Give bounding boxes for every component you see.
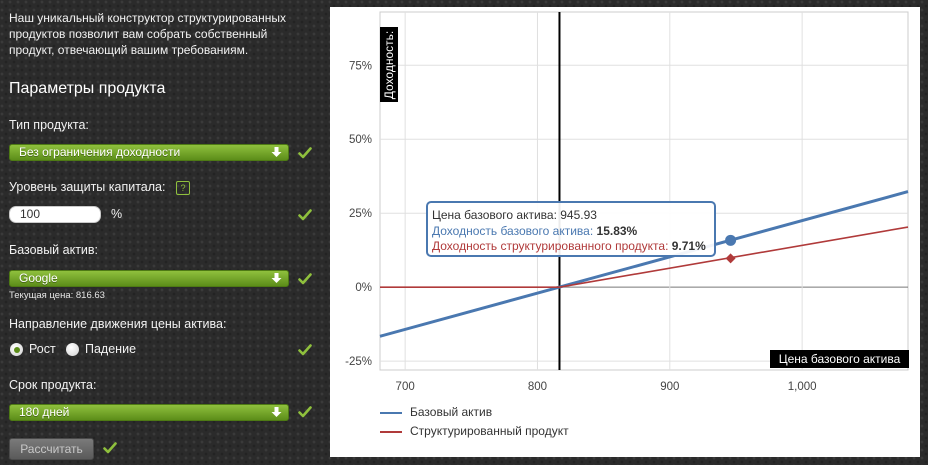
point-marker-base (725, 234, 737, 246)
term-value: 180 дней (19, 405, 70, 419)
y-tick-label: -25% (345, 356, 372, 368)
radio-growth-label: Рост (29, 342, 56, 356)
product-type-value: Без ограничения доходности (19, 145, 181, 159)
check-icon (298, 405, 312, 419)
calculate-button[interactable]: Рассчитать (9, 438, 94, 460)
x-tick-label: 700 (396, 381, 415, 393)
legend-swatch-product (380, 431, 402, 433)
section-title: Параметры продукта (9, 80, 166, 97)
plot-border (379, 11, 909, 371)
radio-growth[interactable] (10, 343, 23, 356)
x-tick-label: 1,000 (788, 381, 817, 393)
intro-text: Наш уникальный конструктор структурирова… (9, 11, 286, 57)
check-icon (298, 146, 312, 160)
check-icon (298, 208, 312, 222)
term-label: Срок продукта: (9, 378, 97, 392)
direction-label: Направление движения цены актива: (9, 317, 227, 331)
check-icon (298, 272, 312, 286)
check-icon (103, 441, 117, 455)
protection-label: Уровень защиты капитала: (9, 180, 166, 194)
product-type-label: Тип продукта: (9, 118, 89, 132)
y-tick-label: 0% (355, 282, 372, 294)
tooltip-price: Цена базового актива: 945.93 (432, 208, 597, 222)
series-line-base (379, 190, 909, 338)
asset-select[interactable]: Google (9, 270, 289, 287)
payoff-chart: 75% 50% 25% 0% -25% 700 800 900 1,000 (345, 11, 909, 393)
y-axis-title-text: Доходность: (382, 30, 396, 99)
legend-swatch-base (380, 412, 402, 414)
dropdown-arrow-icon (271, 407, 282, 417)
chart-tooltip: Цена базового актива: 945.93 Доходность … (426, 201, 716, 257)
x-tick-label: 900 (660, 381, 679, 393)
product-builder-panel: Наш уникальный конструктор структурирова… (0, 0, 330, 465)
dropdown-arrow-icon (271, 273, 282, 283)
x-axis-title: Цена базового актива (770, 350, 909, 368)
y-axis-title: Доходность: (380, 27, 398, 102)
protection-unit: % (111, 207, 123, 221)
help-icon[interactable]: ? (176, 181, 190, 195)
tooltip-base-return: Доходность базового актива: 15.83% (432, 223, 638, 238)
chart-panel: 75% 50% 25% 0% -25% 700 800 900 1,000 Доходность… (330, 7, 920, 457)
x-tick-label: 800 (528, 381, 547, 393)
asset-value: Google (19, 271, 58, 285)
y-tick-label: 75% (349, 60, 372, 72)
radio-fall[interactable] (66, 343, 79, 356)
dropdown-arrow-icon (271, 147, 282, 157)
asset-label: Базовый актив: (9, 243, 99, 257)
y-tick-label: 25% (349, 208, 372, 220)
series-line-product (380, 226, 909, 288)
radio-fall-label: Падение (85, 342, 137, 356)
point-marker-product (725, 253, 736, 264)
product-type-select[interactable]: Без ограничения доходности (9, 144, 289, 161)
legend-base[interactable]: Базовый актив (410, 405, 493, 419)
legend-product[interactable]: Структурированный продукт (410, 424, 569, 438)
y-tick-label: 50% (349, 134, 372, 146)
check-icon (298, 343, 312, 357)
tooltip-product-return: Доходность структурированного продукта: … (432, 239, 706, 253)
term-select[interactable]: 180 дней (9, 404, 289, 421)
current-price: Текущая цена: 816.63 (9, 290, 105, 301)
protection-input[interactable]: 100 (9, 206, 101, 223)
